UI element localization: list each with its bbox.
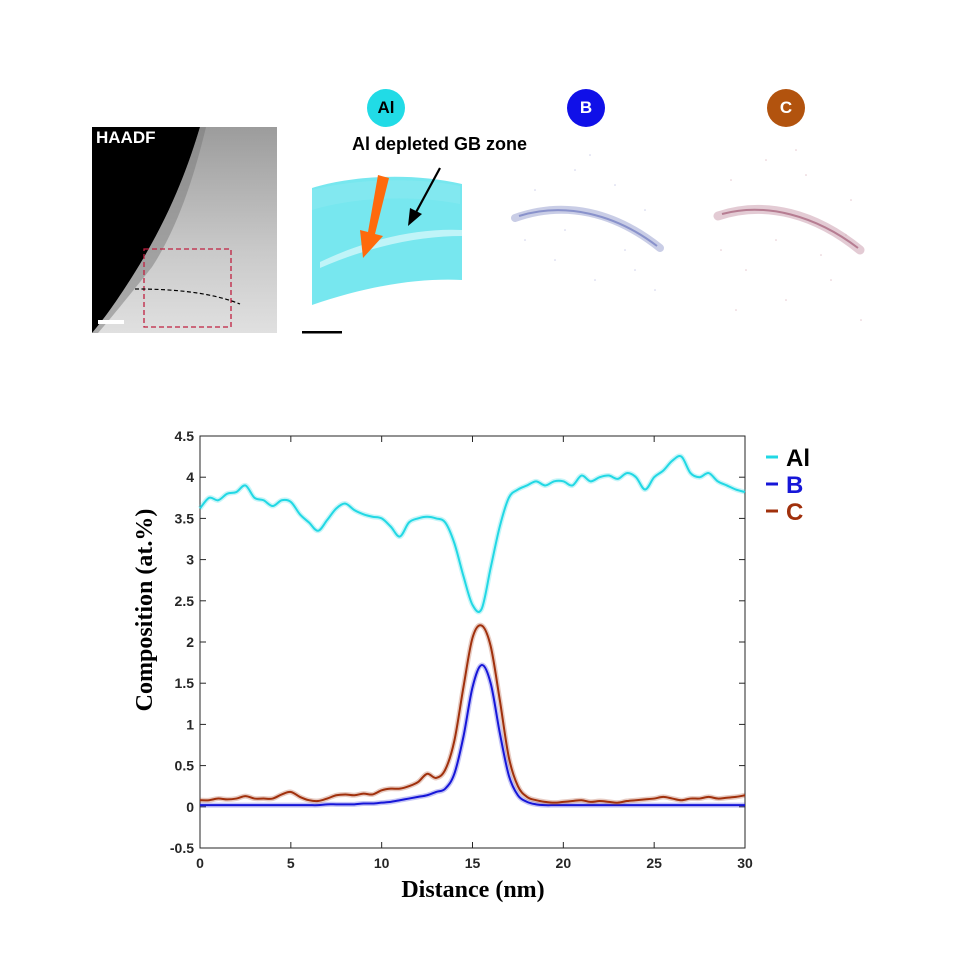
legend-label-b: B <box>786 472 803 499</box>
annotation-arrow-icon <box>408 167 441 226</box>
badge-b: B <box>567 89 605 127</box>
legend-label-c: C <box>786 499 803 526</box>
y-tick-label: 2 <box>186 634 194 650</box>
series-line-al <box>199 455 746 613</box>
badge-c: C <box>767 89 805 127</box>
composition-profile-chart: -0.500.511.522.533.544.5 0 5 10 15 20 25 30 Al… <box>132 428 810 903</box>
annotation-text: Al depleted GB zone <box>352 134 528 154</box>
x-axis-label: Distance (nm) <box>401 877 544 903</box>
series-line-c <box>199 624 746 804</box>
x-tick-label: 0 <box>196 855 204 871</box>
al-atom-map <box>312 176 462 305</box>
badge-al: Al <box>367 89 405 127</box>
orange-arrow-icon <box>360 175 389 258</box>
legend-label-al: Al <box>786 445 810 472</box>
y-tick-label: 4.5 <box>175 428 195 444</box>
haadf-image <box>92 127 277 333</box>
y-tick-label: 1 <box>186 716 194 732</box>
y-tick-label: 0 <box>186 799 194 815</box>
y-tick-label: 3.5 <box>175 510 195 526</box>
y-tick-label: 4 <box>186 469 194 485</box>
series-line-b <box>200 664 745 807</box>
badge-al-label: Al <box>377 98 395 117</box>
gb-trace <box>134 288 241 305</box>
al-scale-bar <box>302 331 342 334</box>
y-axis-label: Composition (at.%) <box>132 509 158 712</box>
depleted-band <box>320 229 462 268</box>
b-atom-map <box>511 154 664 291</box>
c-atom-map <box>713 149 865 321</box>
x-tick-label: 30 <box>737 855 753 871</box>
badge-b-label: B <box>579 98 593 117</box>
x-tick-label: 20 <box>556 855 572 871</box>
haadf-label: HAADF <box>96 128 156 147</box>
x-tick-label: 10 <box>374 855 390 871</box>
badge-c-label: C <box>779 98 793 117</box>
roi-box <box>143 248 232 328</box>
scale-bar <box>98 320 124 324</box>
y-tick-label: 3 <box>186 552 194 568</box>
x-tick-label: 5 <box>287 855 295 871</box>
x-tick-label: 25 <box>646 855 662 871</box>
y-tick-label: 2.5 <box>175 593 195 609</box>
top-panels: HAADF Al depleted GB zone <box>0 0 979 360</box>
y-tick-label: -0.5 <box>170 840 194 856</box>
x-tick-label: 15 <box>465 855 481 871</box>
y-tick-label: 1.5 <box>175 675 195 691</box>
y-tick-label: 0.5 <box>175 758 195 774</box>
